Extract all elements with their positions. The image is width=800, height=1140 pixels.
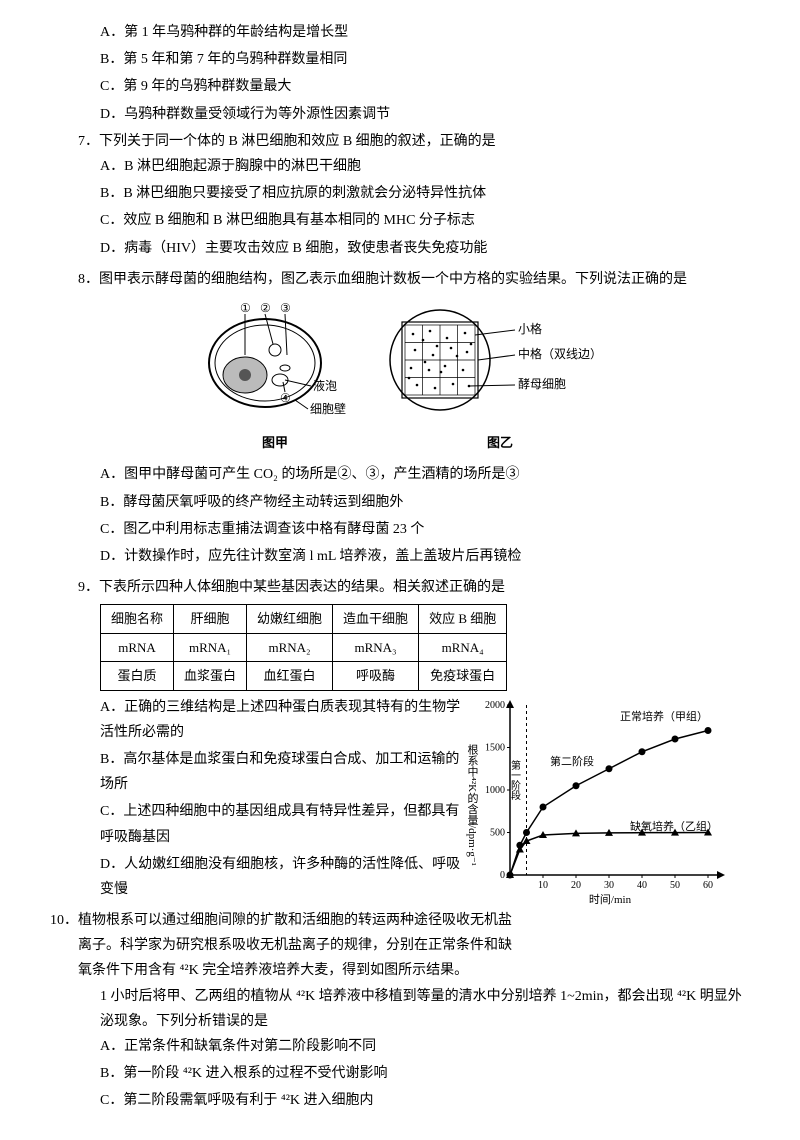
option-a: A．B 淋巴细胞起源于胸腺中的淋巴干细胞 [100, 154, 750, 179]
option-d: D．病毒（HIV）主要攻击效应 B 细胞，致使患者丧失免疫功能 [100, 236, 750, 261]
table-cell: mRNA₁ [174, 633, 247, 661]
question-10: 10．植物根系可以通过细胞间隙的扩散和活细胞的转运两种途径吸收无机盐离子。科学家… [50, 908, 750, 1114]
option-c: C．第 9 年的乌鸦种群数量最大 [100, 74, 750, 99]
table-row: 细胞名称 肝细胞 幼嫩红细胞 造血干细胞 效应 B 细胞 [101, 605, 507, 633]
svg-text:④: ④ [280, 391, 291, 405]
table-cell: mRNA₂ [247, 633, 333, 661]
question-8: 8．图甲表示酵母菌的细胞结构，图乙表示血细胞计数板一个中方格的实验结果。下列说法… [50, 267, 750, 570]
svg-text:酵母细胞: 酵母细胞 [518, 377, 566, 391]
table-cell: 血红蛋白 [247, 662, 333, 690]
q9-options: A．正确的三维结构是上述四种蛋白质表现其特有的生物学活性所必需的 B．高尔基体是… [50, 695, 470, 903]
svg-text:500: 500 [490, 827, 505, 838]
table-cell: 肝细胞 [174, 605, 247, 633]
svg-text:①: ① [240, 301, 251, 315]
table-cell: 造血干细胞 [333, 605, 419, 633]
question-stem: 10．植物根系可以通过细胞间隙的扩散和活细胞的转运两种途径吸收无机盐离子。科学家… [50, 908, 520, 984]
question-6-options: A．第 1 年乌鸦种群的年龄结构是增长型 B．第 5 年和第 7 年的乌鸦种群数… [50, 20, 750, 127]
option-a: A．第 1 年乌鸦种群的年龄结构是增长型 [100, 20, 750, 45]
svg-text:③: ③ [280, 301, 291, 315]
counting-chamber-diagram: 小格 中格（双线边） 酵母细胞 [385, 300, 615, 420]
option-c: C．图乙中利用标志重捕法调查该中格有酵母菌 23 个 [100, 517, 750, 542]
option-c: C．效应 B 细胞和 B 淋巴细胞具有基本相同的 MHC 分子标志 [100, 208, 750, 233]
svg-text:第二阶段: 第二阶段 [550, 754, 594, 768]
table-row: mRNA mRNA₁ mRNA₂ mRNA₃ mRNA₄ [101, 633, 507, 661]
svg-text:10: 10 [538, 880, 548, 891]
svg-text:细胞壁: 细胞壁 [310, 401, 346, 416]
question-stem: 7．下列关于同一个体的 B 淋巴细胞和效应 B 细胞的叙述，正确的是 [50, 129, 750, 154]
yeast-cell-diagram: ① ② ③ ④ 液泡 细胞壁 [185, 300, 365, 420]
option-b: B．B 淋巴细胞只要接受了相应抗原的刺激就会分泌特异性抗体 [100, 181, 750, 206]
figure-row: ① ② ③ ④ 液泡 细胞壁 图甲 [50, 300, 750, 455]
q9-table: 细胞名称 肝细胞 幼嫩红细胞 造血干细胞 效应 B 细胞 mRNA mRNA₁ … [100, 604, 507, 690]
table-cell: 细胞名称 [101, 605, 174, 633]
svg-text:30: 30 [604, 880, 614, 891]
question-7: 7．下列关于同一个体的 B 淋巴细胞和效应 B 细胞的叙述，正确的是 A．B 淋… [50, 129, 750, 261]
svg-text:液泡: 液泡 [313, 378, 337, 393]
option-b: B．酵母菌厌氧呼吸的终产物经主动转运到细胞外 [100, 490, 750, 515]
svg-text:20: 20 [571, 880, 581, 891]
question-9: 9．下表所示四种人体细胞中某些基因表达的结果。相关叙述正确的是 细胞名称 肝细胞… [50, 575, 750, 902]
figure-jia: ① ② ③ ④ 液泡 细胞壁 图甲 [185, 300, 365, 455]
table-cell: 幼嫩红细胞 [247, 605, 333, 633]
svg-text:小格: 小格 [518, 321, 542, 336]
option-a: A．正确的三维结构是上述四种蛋白质表现其特有的生物学活性所必需的 [100, 695, 470, 745]
option-a: A．图甲中酵母菌可产生 CO₂ 的场所是②、③，产生酒精的场所是③ [100, 462, 750, 487]
question-stem: 9．下表所示四种人体细胞中某些基因表达的结果。相关叙述正确的是 [50, 575, 750, 600]
table-cell: 呼吸酶 [333, 662, 419, 690]
svg-text:50: 50 [670, 880, 680, 891]
question-stem: 8．图甲表示酵母菌的细胞结构，图乙表示血细胞计数板一个中方格的实验结果。下列说法… [50, 267, 750, 292]
figure-yi: 小格 中格（双线边） 酵母细胞 图乙 [385, 300, 615, 455]
svg-text:1500: 1500 [485, 742, 505, 753]
svg-text:根系中⁴²K的含量/dpm·g⁻¹: 根系中⁴²K的含量/dpm·g⁻¹ [466, 742, 479, 865]
option-b: B．高尔基体是血浆蛋白和免疫球蛋白合成、加工和运输的场所 [100, 747, 470, 797]
option-d: D．人幼嫩红细胞没有细胞核，许多种酶的活性降低、呼吸变慢 [100, 852, 470, 902]
question-stem-cont: 1 小时后将甲、乙两组的植物从 ⁴²K 培养液中移植到等量的清水中分别培养 1~… [50, 984, 750, 1034]
option-b: B．第一阶段 ⁴²K 进入根系的过程不受代谢影响 [100, 1061, 750, 1086]
table-cell: mRNA₃ [333, 633, 419, 661]
table-cell: mRNA [101, 633, 174, 661]
table-row: 蛋白质 血浆蛋白 血红蛋白 呼吸酶 免疫球蛋白 [101, 662, 507, 690]
table-cell: 免疫球蛋白 [419, 662, 507, 690]
svg-text:40: 40 [637, 880, 647, 891]
option-c: C．上述四种细胞中的基因组成具有特异性差异，但都具有呼吸酶基因 [100, 799, 470, 849]
option-b: B．第 5 年和第 7 年的乌鸦种群数量相同 [100, 47, 750, 72]
table-cell: 血浆蛋白 [174, 662, 247, 690]
table-cell: mRNA₄ [419, 633, 507, 661]
svg-text:缺氧培养（乙组）: 缺氧培养（乙组） [630, 819, 718, 833]
option-d: D．乌鸦种群数量受领域行为等外源性因素调节 [100, 102, 750, 127]
svg-text:中格（双线边）: 中格（双线边） [518, 346, 602, 361]
svg-text:正常培养（甲组）: 正常培养（甲组） [620, 709, 708, 723]
option-a: A．正常条件和缺氧条件对第二阶段影响不同 [100, 1034, 750, 1059]
svg-text:1000: 1000 [485, 785, 505, 796]
svg-text:0: 0 [500, 870, 505, 881]
svg-text:2000: 2000 [485, 700, 505, 711]
q10-chart: 0 500 1000 1500 2000 10 20 30 40 50 60 [460, 695, 740, 924]
option-c: C．第二阶段需氧呼吸有利于 ⁴²K 进入细胞内 [100, 1088, 750, 1113]
table-cell: 效应 B 细胞 [419, 605, 507, 633]
svg-text:②: ② [260, 301, 271, 315]
figure-yi-caption: 图乙 [385, 431, 615, 454]
figure-jia-caption: 图甲 [185, 431, 365, 454]
svg-text:第一阶段: 第一阶段 [509, 758, 521, 800]
svg-text:时间/min: 时间/min [589, 893, 632, 906]
option-d: D．计数操作时，应先往计数室滴 l mL 培养液，盖上盖玻片后再镜检 [100, 544, 750, 569]
svg-text:60: 60 [703, 880, 713, 891]
table-cell: 蛋白质 [101, 662, 174, 690]
